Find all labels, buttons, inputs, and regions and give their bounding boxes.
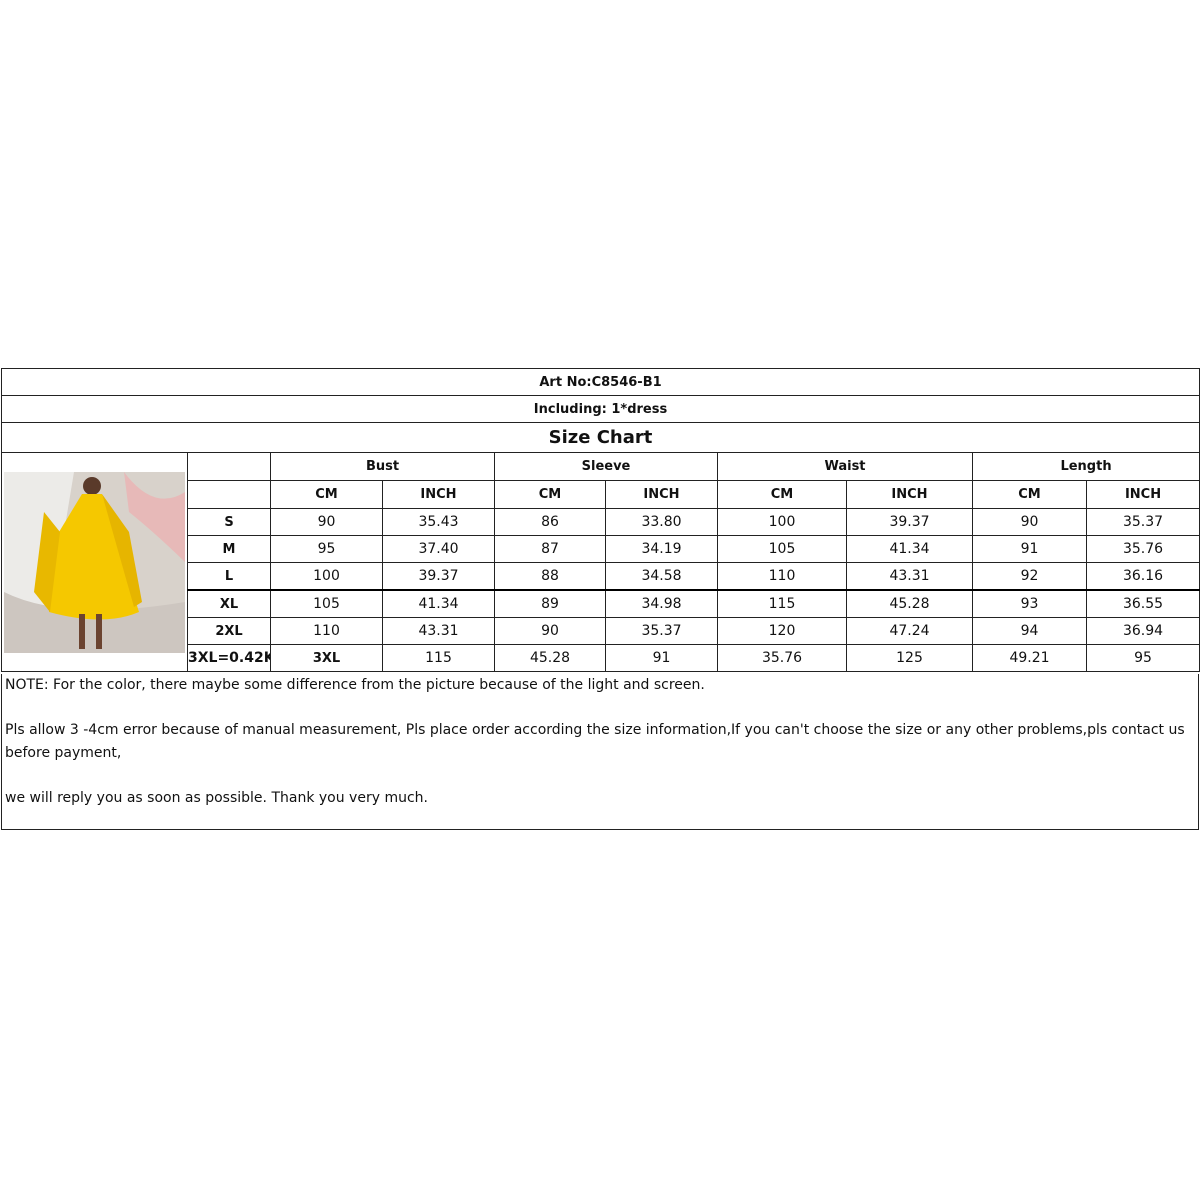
measurement-cell: 90 xyxy=(494,617,606,645)
measurement-cell: 110 xyxy=(270,617,383,645)
unit-header: INCH xyxy=(846,480,973,509)
unit-header: INCH xyxy=(605,480,718,509)
measurement-cell: 88 xyxy=(494,562,606,591)
table-row: M 95 37.40 87 34.19 105 41.34 91 35.76 xyxy=(2,535,1200,563)
measurement-cell: 87 xyxy=(494,535,606,563)
measurement-cell: 36.94 xyxy=(1085,617,1200,645)
measurement-cell: 49.21 xyxy=(972,644,1087,672)
measurement-cell: 89 xyxy=(494,589,606,618)
measurement-cell: 35.37 xyxy=(605,617,718,645)
measurement-cell: 43.31 xyxy=(382,617,495,645)
measurement-cell: 91 xyxy=(605,644,718,672)
measurement-cell: 36.16 xyxy=(1085,562,1200,591)
size-label: L xyxy=(187,562,271,591)
measurement-cell: 92 xyxy=(972,562,1087,591)
measurement-cell: 100 xyxy=(717,508,847,536)
measurement-cell: 35.76 xyxy=(1085,535,1200,563)
measurement-cell: 34.58 xyxy=(605,562,718,591)
measurement-cell: 39.37 xyxy=(382,562,495,591)
measurement-cell: 34.98 xyxy=(605,589,718,618)
measurement-cell: 95 xyxy=(1085,644,1200,672)
package-contents: Including: 1*dress xyxy=(0,395,1200,423)
measurement-cell: 45.28 xyxy=(494,644,606,672)
measurement-cell: 115 xyxy=(382,644,495,672)
group-header-length: Length xyxy=(971,452,1200,481)
measurement-cell: 95 xyxy=(270,535,383,563)
table-row: 3XL=0.42KG3XL11545.289135.7612549.219537… xyxy=(2,644,1200,672)
art-number: Art No:C8546-B1 xyxy=(0,368,1200,396)
measurement-cell: 86 xyxy=(494,508,606,536)
size-label: 3XL xyxy=(270,644,383,672)
measurement-cell: 94 xyxy=(972,617,1087,645)
measurement-cell: 41.34 xyxy=(846,535,973,563)
measurement-cell: 115 xyxy=(717,589,847,618)
unit-header: INCH xyxy=(1085,480,1200,509)
note-measurement: Pls allow 3 -4cm error because of manual… xyxy=(5,722,1185,761)
note-reply: we will reply you as soon as possible. T… xyxy=(5,790,428,806)
unit-header: CM xyxy=(494,480,606,509)
unit-header: INCH xyxy=(382,480,495,509)
measurement-cell: 105 xyxy=(270,589,383,618)
measurement-cell: 105 xyxy=(717,535,847,563)
notes-section: NOTE: For the color, there maybe some di… xyxy=(1,674,1199,830)
measurement-cell: 37.40 xyxy=(382,535,495,563)
measurement-cell: 90 xyxy=(270,508,383,536)
unit-header: CM xyxy=(270,480,383,509)
measurement-cell: 91 xyxy=(972,535,1087,563)
product-photo-cell xyxy=(1,452,188,672)
size-chart-table: Art No:C8546-B1 Including: 1*dress Size … xyxy=(0,368,1200,672)
group-header-sleeve: Sleeve xyxy=(494,452,718,481)
unit-header: CM xyxy=(717,480,847,509)
group-header-bust: Bust xyxy=(270,452,495,481)
measurement-cell: 43.31 xyxy=(846,562,973,591)
weight-note: 3XL=0.42KG xyxy=(187,644,271,672)
measurement-cell: 120 xyxy=(717,617,847,645)
table-row: S 90 35.43 86 33.80 100 39.37 90 35.37 xyxy=(2,508,1200,536)
measurement-cell: 33.80 xyxy=(605,508,718,536)
blank-header-cell xyxy=(187,480,271,509)
measurement-cell: 90 xyxy=(972,508,1087,536)
measurement-cell: 93 xyxy=(972,589,1087,618)
unit-header: CM xyxy=(972,480,1087,509)
measurement-cell: 110 xyxy=(717,562,847,591)
measurement-cell: 100 xyxy=(270,562,383,591)
measurement-cell: 36.55 xyxy=(1085,589,1200,618)
size-label: 2XL xyxy=(187,617,271,645)
group-header-waist: Waist xyxy=(717,452,973,481)
measurement-cell: 34.19 xyxy=(605,535,718,563)
measurement-cell: 45.28 xyxy=(846,589,973,618)
measurement-cell: 35.43 xyxy=(382,508,495,536)
measurement-cell: 35.37 xyxy=(1085,508,1200,536)
size-label: S xyxy=(187,508,271,536)
measurement-cell: 39.37 xyxy=(846,508,973,536)
size-label: XL xyxy=(187,589,271,618)
page-title: Size Chart xyxy=(0,422,1200,453)
measurement-cell: 47.24 xyxy=(846,617,973,645)
measurement-cell: 41.34 xyxy=(382,589,495,618)
note-color: NOTE: For the color, there maybe some di… xyxy=(5,677,705,693)
blank-header-cell xyxy=(187,452,271,481)
table-row: L 100 39.37 88 34.58 110 43.31 92 36.16 xyxy=(2,562,1200,591)
size-label: M xyxy=(187,535,271,563)
measurement-cell: 35.76 xyxy=(717,644,847,672)
product-photo xyxy=(4,471,185,653)
table-row: XL 105 41.34 89 34.98 115 45.28 93 36.55 xyxy=(2,589,1200,618)
measurement-cell: 125 xyxy=(846,644,973,672)
